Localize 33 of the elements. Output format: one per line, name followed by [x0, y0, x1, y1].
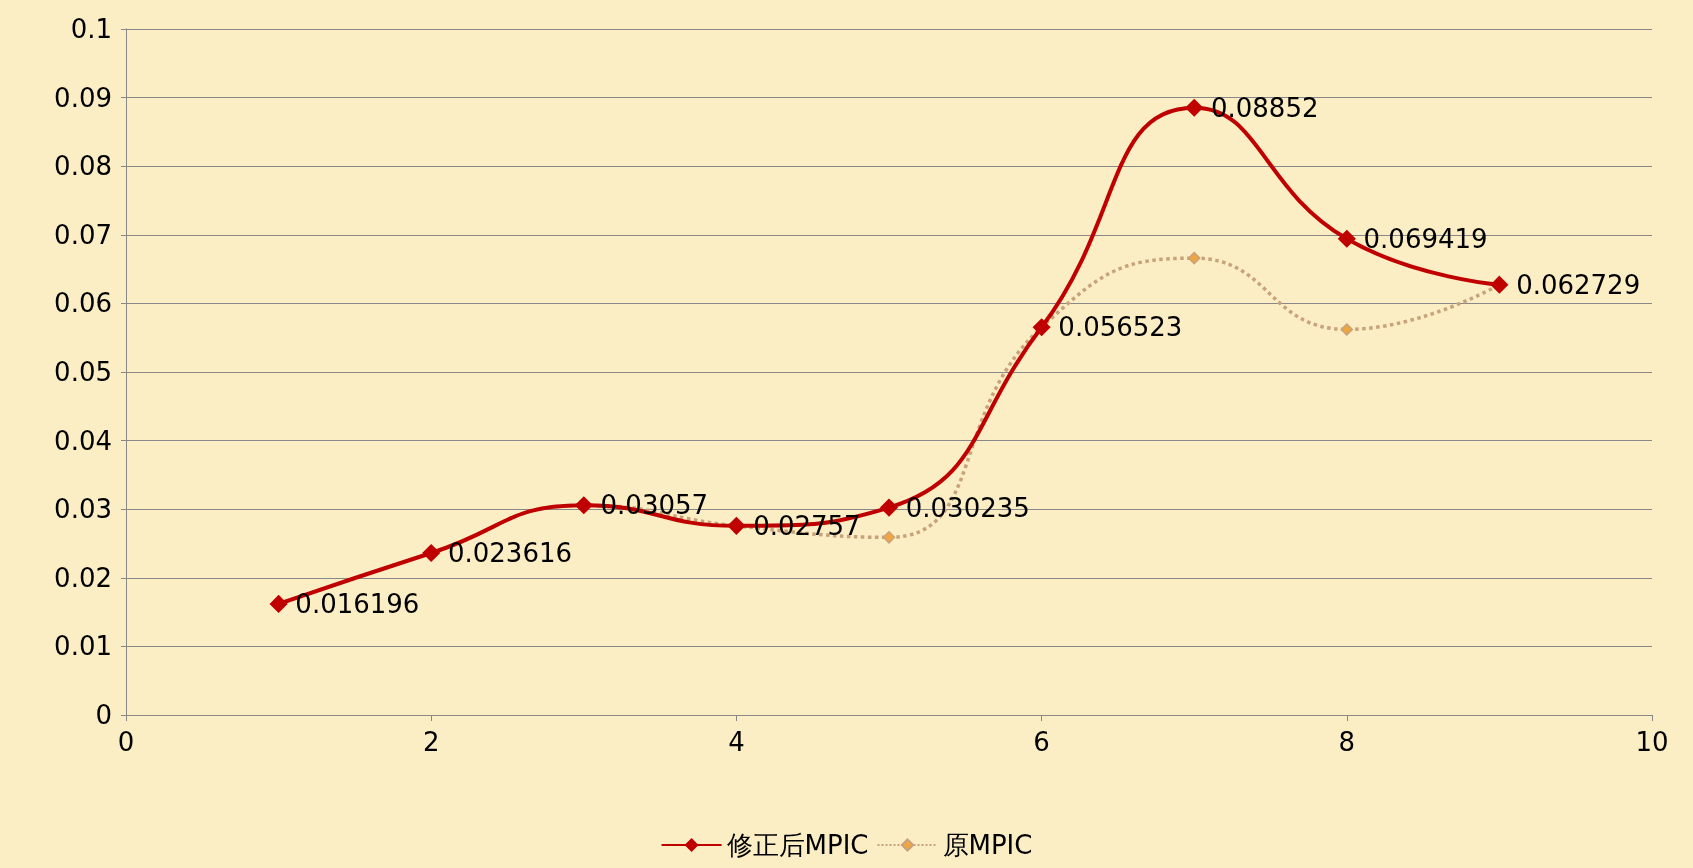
point	[1340, 323, 1354, 336]
data-label: 0.016196	[295, 588, 420, 619]
point	[1338, 230, 1356, 248]
data-label: 0.08852	[1210, 92, 1319, 123]
y-tick-label: 0.03	[54, 494, 112, 525]
x-tick-label: 10	[1635, 727, 1669, 757]
x-tick-label: 8	[1338, 727, 1356, 757]
x-tick-label: 4	[728, 727, 745, 757]
point	[882, 531, 896, 544]
y-tick-label: 0	[95, 700, 112, 730]
legend-label: 修正后MPIC	[726, 830, 869, 860]
data-label: 0.023616	[447, 537, 573, 568]
x-tick-label: 6	[1033, 727, 1050, 757]
y-tick-label: 0.05	[54, 357, 112, 387]
y-tick-label: 0.1	[70, 14, 112, 44]
data-label: 0.030235	[905, 492, 1030, 523]
y-tick-label: 0.01	[54, 631, 112, 662]
y-tick-label: 0.08	[54, 151, 112, 182]
y-tick-label: 0.06	[54, 288, 112, 319]
x-tick-label: 2	[422, 727, 440, 757]
data-label: 0.069419	[1363, 223, 1488, 254]
y-tick-label: 0.04	[54, 425, 112, 456]
legend-label: 原MPIC	[942, 830, 1033, 860]
point	[1185, 99, 1203, 117]
y-tick-label: 0.07	[54, 219, 112, 250]
y-tick-label: 0.02	[54, 562, 112, 593]
x-tick-label: 0	[117, 727, 135, 757]
point	[1187, 251, 1201, 265]
data-label: 0.056523	[1058, 312, 1183, 343]
y-tick-label: 0.09	[54, 82, 112, 113]
data-label: 0.03057	[600, 490, 709, 521]
point	[880, 498, 898, 517]
data-label: 0.062729	[1516, 269, 1641, 300]
